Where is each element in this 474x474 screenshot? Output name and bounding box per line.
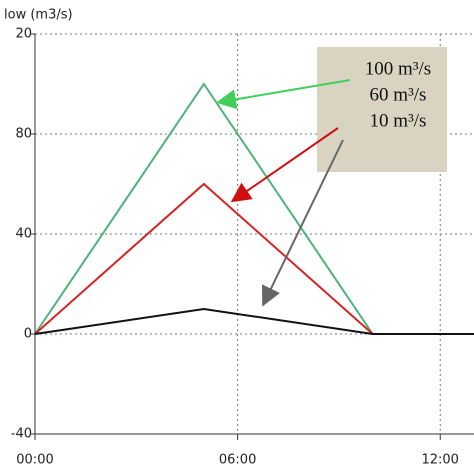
y-tick-label: -40	[11, 427, 32, 442]
x-tick-label: 06:00	[219, 453, 256, 468]
annotation: 10 m³/s	[370, 110, 427, 131]
y-tick-label: 0	[24, 327, 32, 342]
lines	[34, 82, 474, 335]
series-line	[34, 182, 474, 335]
arrow	[216, 79, 351, 110]
arrow	[230, 127, 339, 203]
y-tick-label: 20	[15, 27, 32, 42]
y-tick-label: 80	[15, 127, 32, 142]
series-line	[34, 307, 474, 335]
x-tick-label: 00:00	[16, 453, 53, 468]
annotation: 100 m³/s	[365, 58, 431, 79]
annotation: 60 m³/s	[370, 84, 427, 105]
y-tick-label: 40	[15, 227, 32, 242]
y-axis-label: low (m3/s)	[4, 8, 73, 23]
arrow	[261, 139, 344, 307]
x-tick-label: 12:00	[421, 453, 458, 468]
